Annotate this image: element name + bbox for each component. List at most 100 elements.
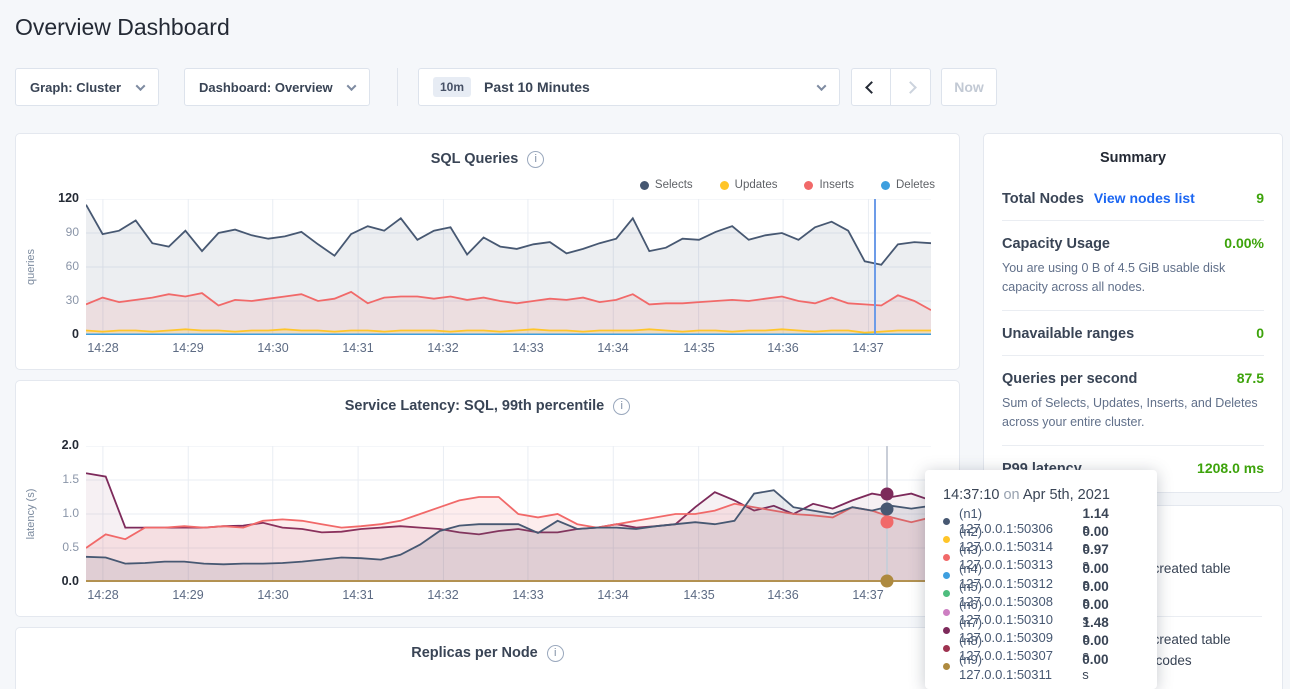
tooltip-node-value: 0.00 s bbox=[1082, 652, 1143, 682]
graph-dropdown[interactable]: Graph: Cluster bbox=[15, 68, 159, 106]
x-tick-label: 14:31 bbox=[342, 341, 373, 355]
hover-crosshair-line bbox=[874, 199, 876, 335]
node-color-dot-icon bbox=[943, 609, 950, 616]
summary-value: 0.00% bbox=[1224, 235, 1264, 251]
y-tick-label: 1.5 bbox=[62, 472, 79, 486]
service-latency-chart-title: Service Latency: SQL, 99th percentile bbox=[345, 398, 605, 414]
hover-data-point bbox=[881, 487, 894, 500]
summary-row: Unavailable ranges 0 bbox=[1002, 311, 1264, 356]
legend-item-updates[interactable]: Updates bbox=[720, 179, 778, 191]
time-range-badge: 10m bbox=[433, 77, 471, 97]
tooltip-timestamp: 14:37:10 on Apr 5th, 2021 bbox=[943, 487, 1143, 503]
summary-row: Capacity Usage 0.00% You are using 0 B of … bbox=[1002, 221, 1264, 311]
graph-dropdown-label: Graph: Cluster bbox=[30, 80, 121, 95]
y-axis-ticks: 0306090120 bbox=[46, 199, 86, 335]
x-tick-label: 14:33 bbox=[512, 588, 543, 602]
x-tick-label: 14:33 bbox=[512, 341, 543, 355]
legend-item-selects[interactable]: Selects bbox=[640, 179, 693, 191]
legend-label: Deletes bbox=[896, 179, 935, 191]
sql-queries-chart-card: SQL Queries i Selects Updates Inserts Delet… bbox=[15, 133, 960, 370]
dashboard-dropdown[interactable]: Dashboard: Overview bbox=[184, 68, 370, 106]
y-tick-label: 60 bbox=[66, 259, 79, 273]
y-tick-label: 90 bbox=[66, 225, 79, 239]
legend-dot-icon bbox=[720, 181, 729, 190]
node-color-dot-icon bbox=[943, 554, 950, 561]
x-tick-label: 14:34 bbox=[597, 341, 628, 355]
legend-dot-icon bbox=[640, 181, 649, 190]
tooltip-node-row: (n9) 127.0.0.1:503110.00 s bbox=[943, 658, 1143, 676]
x-tick-label: 14:37 bbox=[852, 341, 883, 355]
legend-item-inserts[interactable]: Inserts bbox=[804, 179, 854, 191]
next-time-button[interactable] bbox=[891, 69, 930, 105]
now-button[interactable]: Now bbox=[941, 68, 997, 106]
service-latency-chart-card: Service Latency: SQL, 99th percentile i … bbox=[15, 380, 960, 617]
node-color-dot-icon bbox=[943, 645, 950, 652]
node-color-dot-icon bbox=[943, 572, 950, 579]
tooltip-node-name: (n9) 127.0.0.1:50311 bbox=[959, 652, 1073, 682]
x-tick-label: 14:30 bbox=[257, 341, 288, 355]
y-axis-label: queries bbox=[25, 249, 37, 285]
summary-label: Capacity Usage bbox=[1002, 236, 1110, 252]
y-tick-label: 0.5 bbox=[62, 540, 79, 554]
legend-dot-icon bbox=[881, 181, 890, 190]
x-tick-label: 14:32 bbox=[427, 588, 458, 602]
chevron-right-icon bbox=[904, 81, 917, 94]
summary-value: 0 bbox=[1256, 325, 1264, 341]
view-nodes-list-link[interactable]: View nodes list bbox=[1094, 190, 1195, 206]
y-tick-label: 30 bbox=[66, 293, 79, 307]
x-tick-label: 14:32 bbox=[427, 341, 458, 355]
summary-label: Queries per second bbox=[1002, 371, 1137, 387]
summary-title: Summary bbox=[1002, 150, 1264, 176]
chevron-down-icon bbox=[817, 81, 827, 91]
y-tick-label: 1.0 bbox=[62, 506, 79, 520]
time-range-dropdown[interactable]: 10m Past 10 Minutes bbox=[418, 68, 840, 106]
x-tick-label: 14:36 bbox=[767, 588, 798, 602]
hover-data-point bbox=[881, 574, 894, 587]
node-color-dot-icon bbox=[943, 627, 950, 634]
replicas-per-node-chart-card: Replicas per Node i bbox=[15, 627, 960, 689]
x-tick-label: 14:37 bbox=[852, 588, 883, 602]
prev-time-button[interactable] bbox=[852, 69, 891, 105]
x-tick-label: 14:29 bbox=[172, 341, 203, 355]
sql-queries-legend: Selects Updates Inserts Deletes bbox=[640, 179, 935, 191]
summary-value: 9 bbox=[1256, 190, 1264, 206]
chevron-left-icon bbox=[865, 81, 878, 94]
y-tick-label: 0 bbox=[72, 327, 79, 341]
legend-label: Inserts bbox=[819, 179, 854, 191]
sql-queries-chart-title: SQL Queries bbox=[431, 151, 519, 167]
x-tick-label: 14:28 bbox=[87, 588, 118, 602]
summary-label: Unavailable ranges bbox=[1002, 326, 1134, 342]
info-icon[interactable]: i bbox=[527, 151, 544, 168]
legend-dot-icon bbox=[804, 181, 813, 190]
summary-description: You are using 0 B of 4.5 GiB usable disk… bbox=[1002, 259, 1264, 297]
x-tick-label: 14:36 bbox=[767, 341, 798, 355]
node-color-dot-icon bbox=[943, 536, 950, 543]
service-latency-plot[interactable]: 14:2814:2914:3014:3114:3214:3314:3414:35… bbox=[86, 446, 931, 582]
legend-label: Selects bbox=[655, 179, 693, 191]
x-tick-label: 14:31 bbox=[342, 588, 373, 602]
charts-column: SQL Queries i Selects Updates Inserts Delet… bbox=[15, 133, 960, 689]
sql-queries-svg bbox=[86, 199, 931, 335]
node-color-dot-icon bbox=[943, 663, 950, 670]
sql-queries-plot[interactable]: 14:2814:2914:3014:3114:3214:3314:3414:35… bbox=[86, 199, 931, 335]
x-tick-label: 14:35 bbox=[683, 588, 714, 602]
summary-label: Total Nodes bbox=[1002, 191, 1084, 207]
divider bbox=[397, 68, 398, 106]
x-tick-label: 14:29 bbox=[172, 588, 203, 602]
legend-item-deletes[interactable]: Deletes bbox=[881, 179, 935, 191]
y-tick-label: 0.0 bbox=[62, 574, 79, 588]
dashboard-dropdown-label: Dashboard: Overview bbox=[199, 80, 333, 95]
info-icon[interactable]: i bbox=[613, 398, 630, 415]
replicas-per-node-chart-title: Replicas per Node bbox=[411, 645, 538, 661]
summary-value: 1208.0 ms bbox=[1197, 460, 1264, 476]
summary-value: 87.5 bbox=[1237, 370, 1264, 386]
x-tick-label: 14:30 bbox=[257, 588, 288, 602]
y-axis-label: latency (s) bbox=[25, 489, 37, 540]
summary-description: Sum of Selects, Updates, Inserts, and De… bbox=[1002, 394, 1264, 432]
info-icon[interactable]: i bbox=[547, 645, 564, 662]
summary-rows: Total Nodes View nodes list 9 Capacity Usag… bbox=[1002, 176, 1264, 490]
hover-data-point bbox=[881, 502, 894, 515]
now-button-label: Now bbox=[954, 79, 984, 95]
y-tick-label: 2.0 bbox=[62, 438, 79, 452]
page-title: Overview Dashboard bbox=[15, 14, 230, 41]
